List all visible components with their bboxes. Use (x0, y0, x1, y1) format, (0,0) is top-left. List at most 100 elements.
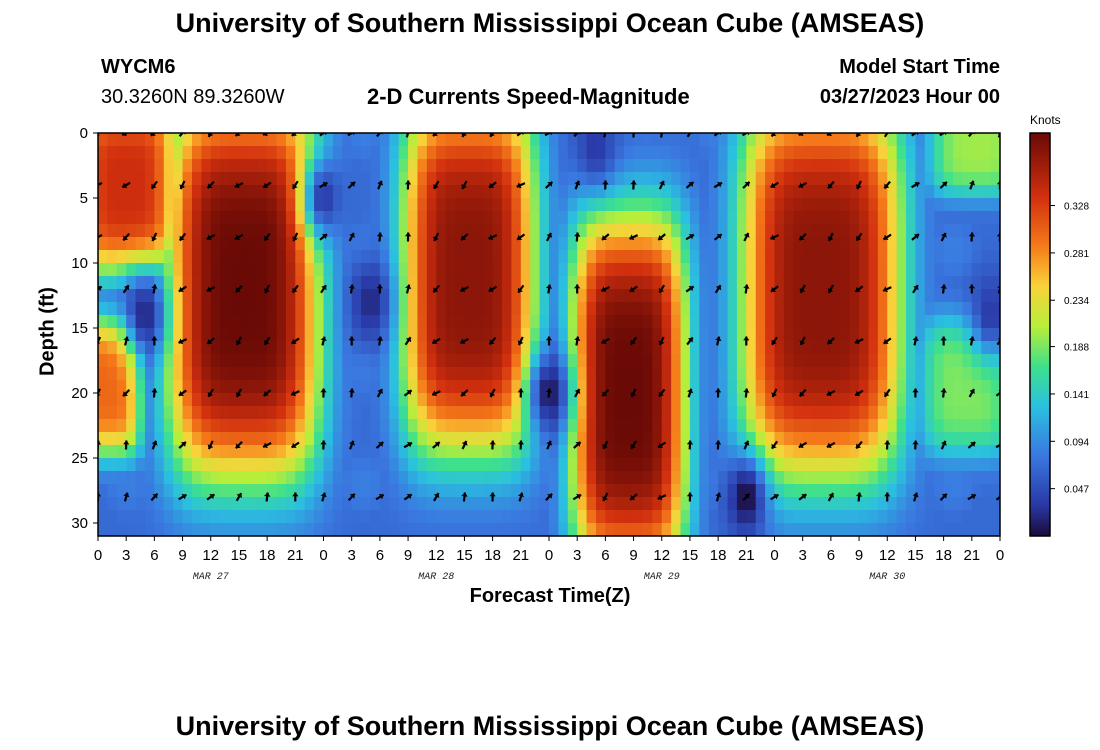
heatmap-cell (285, 354, 296, 368)
heatmap-cell (473, 185, 484, 199)
heatmap-cell (379, 159, 390, 173)
vector-head (884, 183, 890, 189)
heatmap-cell (699, 302, 710, 316)
current-vector (403, 493, 413, 501)
heatmap-cell (342, 146, 353, 160)
vector-head (855, 286, 861, 292)
heatmap-cell (539, 445, 550, 459)
heatmap-cell (567, 172, 578, 186)
vector-shaft (995, 495, 1000, 501)
heatmap-cell (699, 198, 710, 212)
heatmap-cell (267, 289, 278, 303)
heatmap-cell (971, 354, 982, 368)
heatmap-cell (201, 367, 212, 381)
heatmap-cell (229, 172, 240, 186)
heatmap-cell (426, 419, 437, 433)
vector-shaft (686, 133, 692, 138)
heatmap-cell (539, 315, 550, 329)
heatmap-cell (727, 224, 738, 238)
colorbar-tick-label: 0.188 (1064, 343, 1089, 354)
heatmap-cell (924, 445, 935, 459)
heatmap-cell (830, 445, 841, 459)
heatmap-cell (671, 445, 682, 459)
heatmap-cell (182, 367, 193, 381)
heatmap-cell (426, 393, 437, 407)
heatmap-cell (943, 263, 954, 277)
heatmap-cell (549, 172, 559, 186)
heatmap-cell (652, 445, 663, 459)
heatmap-cell (586, 393, 597, 407)
heatmap-cell (812, 198, 823, 212)
heatmap-cell (689, 328, 700, 342)
current-vector (347, 181, 356, 189)
heatmap-cell (342, 302, 353, 316)
heatmap-cell (830, 354, 841, 368)
vector-head (433, 493, 440, 498)
current-vector (432, 133, 438, 137)
vector-head (517, 234, 523, 240)
heatmap-cell (210, 302, 221, 316)
heatmap-cell (492, 315, 503, 329)
heatmap-cell (502, 523, 513, 536)
heatmap-cell (182, 419, 193, 433)
heatmap-cell (718, 133, 729, 147)
heatmap-cell (107, 289, 118, 303)
heatmap-cell (934, 406, 945, 420)
heatmap-cell (351, 523, 362, 536)
current-vector (969, 180, 975, 190)
heatmap-cell (464, 172, 475, 186)
heatmap-cell (473, 198, 484, 212)
heatmap-cell (492, 510, 503, 524)
heatmap-cell (238, 419, 249, 433)
heatmap-cell (210, 185, 221, 199)
heatmap-cell (586, 471, 597, 485)
vector-shaft (741, 133, 749, 137)
heatmap-cell (135, 289, 146, 303)
heatmap-cell (361, 367, 372, 381)
x-tick-label: 12 (428, 547, 445, 564)
current-vector (122, 389, 131, 397)
heatmap-cell (642, 328, 653, 342)
heatmap-cell (962, 393, 973, 407)
heatmap-cell (173, 445, 184, 459)
current-vector (715, 440, 722, 450)
heatmap-cell (962, 315, 973, 329)
heatmap-cell (398, 432, 409, 446)
heatmap-cell (849, 133, 860, 147)
vector-head (320, 440, 327, 445)
heatmap-cell (783, 354, 794, 368)
heatmap-cell (633, 393, 644, 407)
heatmap-cell (248, 133, 259, 147)
vector-head (517, 287, 523, 293)
heatmap-cell (934, 445, 945, 459)
heatmap-cell (699, 224, 710, 238)
heatmap-cell (558, 224, 569, 238)
heatmap-cell (351, 250, 362, 264)
heatmap-cell (971, 445, 982, 459)
heatmap-cell (417, 497, 428, 511)
heatmap-cell (699, 419, 710, 433)
heatmap-cell (483, 523, 494, 536)
heatmap-cell (558, 172, 569, 186)
heatmap-cell (661, 354, 672, 368)
heatmap-cell (990, 367, 1000, 381)
heatmap-cell (144, 497, 155, 511)
heatmap-cell (163, 367, 174, 381)
heatmap-cell (924, 276, 935, 290)
heatmap-cell (220, 484, 231, 498)
heatmap-cell (408, 237, 419, 251)
heatmap-cell (661, 250, 672, 264)
heatmap-cell (727, 497, 738, 511)
heatmap-cell (154, 497, 165, 511)
vector-shaft (939, 133, 946, 137)
heatmap-cell (746, 159, 757, 173)
heatmap-cell (304, 289, 315, 303)
heatmap-cell (361, 393, 372, 407)
current-vector (235, 388, 242, 398)
heatmap-cell (323, 250, 334, 264)
heatmap-cell (708, 328, 719, 342)
current-vector (292, 492, 299, 502)
heatmap-cell (455, 146, 466, 160)
current-vector (629, 234, 639, 241)
heatmap-cell (680, 406, 691, 420)
